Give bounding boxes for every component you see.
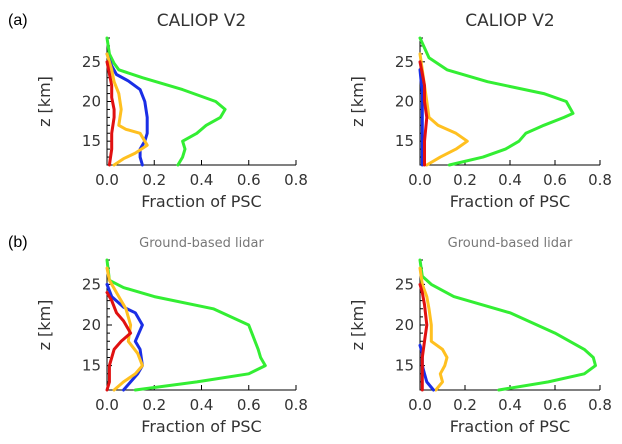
axis-lines	[106, 38, 296, 166]
y-tick-label: 15	[395, 132, 414, 150]
chart-panel-1: CALIOP V2 0.0 0.2 0.4 0.6 0.8 15 20 25 Fraction o…	[35, 11, 308, 211]
y-tick-label: 15	[82, 132, 101, 150]
chart-panel-4: Ground-based lidar 0.0 0.2 0.4 0.6 0.8 15 20 25 F…	[348, 236, 612, 436]
x-axis-label: Fraction of PSC	[450, 192, 570, 211]
chart-title: Ground-based lidar	[139, 236, 264, 251]
series-line-red	[418, 282, 429, 392]
series-line-red	[105, 291, 133, 392]
y-tick-label: 20	[395, 316, 414, 334]
row-label-a: (a)	[8, 12, 28, 29]
x-tick-label: 0.6	[237, 171, 261, 189]
y-tick-label: 20	[82, 316, 101, 334]
series-line-green	[105, 36, 227, 167]
x-tick-label: 0.0	[95, 396, 119, 414]
x-tick-label: 0.4	[498, 396, 522, 414]
x-tick-label: 0.8	[284, 396, 308, 414]
x-tick-label: 0.2	[142, 171, 166, 189]
x-tick-label: 0.8	[588, 171, 612, 189]
y-tick-label: 25	[395, 275, 414, 293]
series-line-green	[418, 36, 575, 167]
y-tick-label: 20	[82, 93, 101, 111]
y-axis-label: z [km]	[348, 300, 367, 351]
x-tick-label: 0.2	[142, 396, 166, 414]
x-tick-label: 0.4	[498, 171, 522, 189]
x-tick-label: 0.2	[453, 396, 477, 414]
x-tick-label: 0.0	[408, 396, 432, 414]
x-tick-label: 0.6	[543, 396, 567, 414]
series-line-red	[105, 60, 116, 167]
y-tick-label: 25	[395, 53, 414, 71]
y-tick-label: 15	[82, 357, 101, 375]
x-tick-label: 0.2	[453, 171, 477, 189]
series-line-orange	[105, 52, 149, 167]
x-axis-label: Fraction of PSC	[450, 417, 570, 436]
series-line-blue	[105, 282, 144, 392]
x-tick-label: 0.8	[284, 171, 308, 189]
x-tick-label: 0.8	[588, 396, 612, 414]
y-tick-label: 25	[82, 53, 101, 71]
series-line-green	[418, 258, 597, 392]
axis-lines	[419, 260, 600, 391]
chart-panel-3: Ground-based lidar 0.0 0.2 0.4 0.6 0.8 15 20 25 F…	[35, 236, 308, 436]
x-tick-label: 0.6	[237, 396, 261, 414]
x-tick-label: 0.0	[408, 171, 432, 189]
series-line-blue	[418, 68, 424, 167]
y-tick-label: 25	[82, 275, 101, 293]
series-line-red	[418, 60, 429, 167]
x-tick-label: 0.4	[190, 396, 214, 414]
chart-title: CALIOP V2	[465, 11, 554, 31]
y-tick-label: 20	[395, 93, 414, 111]
row-label-b: (b)	[8, 234, 28, 251]
series-line-green	[105, 258, 267, 392]
y-tick-label: 15	[395, 357, 414, 375]
x-tick-label: 0.0	[95, 171, 119, 189]
x-tick-label: 0.6	[543, 171, 567, 189]
axis-lines	[106, 260, 296, 391]
chart-title: Ground-based lidar	[448, 236, 573, 251]
x-axis-label: Fraction of PSC	[141, 192, 261, 211]
chart-title: CALIOP V2	[157, 11, 246, 31]
series-line-orange	[418, 266, 449, 392]
x-tick-label: 0.4	[190, 171, 214, 189]
x-axis-label: Fraction of PSC	[141, 417, 261, 436]
chart-panel-2: CALIOP V2 0.0 0.2 0.4 0.6 0.8 15 20 25 Fraction o…	[348, 11, 612, 211]
y-axis-label: z [km]	[348, 76, 367, 127]
y-axis-label: z [km]	[35, 300, 54, 351]
y-axis-label: z [km]	[35, 76, 54, 127]
series-line-orange	[105, 266, 144, 392]
